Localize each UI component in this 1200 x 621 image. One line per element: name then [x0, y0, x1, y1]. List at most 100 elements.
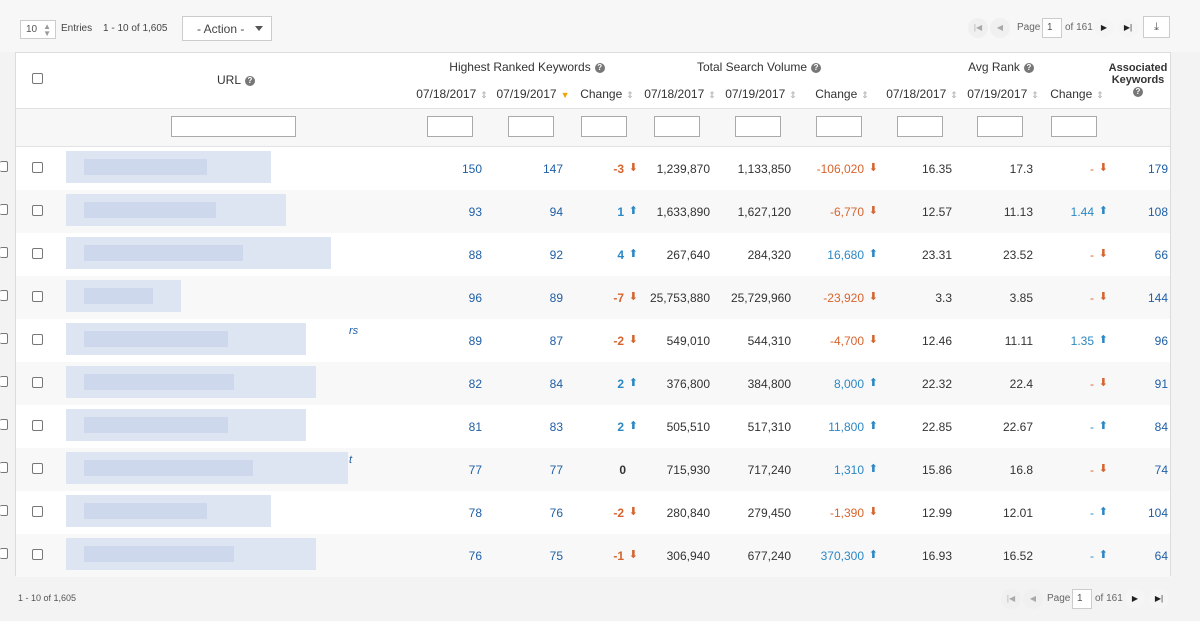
row-checkbox[interactable] — [32, 506, 43, 517]
hr-date2-cell[interactable]: 89 — [549, 291, 563, 305]
hr-date2-cell[interactable]: 87 — [549, 334, 563, 348]
hr-date2-cell[interactable]: 76 — [549, 506, 563, 520]
first-page-icon[interactable]: |◀ — [968, 18, 988, 38]
prev-page-icon[interactable]: ◀ — [1023, 589, 1043, 609]
hr-date1-cell[interactable]: 89 — [468, 334, 482, 348]
hr-date1-cell[interactable]: 76 — [468, 549, 482, 563]
last-page-icon[interactable]: ▶| — [1149, 589, 1169, 609]
page-input[interactable]: 1 — [1042, 18, 1062, 38]
url-filter-input[interactable] — [171, 116, 296, 137]
ar-date1-header[interactable]: 07/18/2017 ⇕ — [884, 87, 960, 101]
url-link[interactable] — [66, 194, 286, 226]
url-link[interactable] — [66, 237, 331, 269]
help-icon[interactable]: ? — [594, 62, 605, 73]
outer-row-checkbox[interactable] — [0, 204, 8, 215]
hr-date2-header[interactable]: 07/19/2017 ▼ — [495, 87, 571, 101]
prev-page-icon[interactable]: ◀ — [990, 18, 1010, 38]
row-checkbox[interactable] — [32, 549, 43, 560]
associated-keywords-cell[interactable]: 64 — [1154, 549, 1168, 563]
table-row[interactable]: 89 87 -2 ⬇ 549,010 544,310 -4,700 ⬇ 12.46 11.11 1.… — [16, 319, 1170, 362]
table-row[interactable]: 77 77 0 715,930 717,240 1,310 ⬆ 15.86 16.8 - ⬇ 74 — [16, 448, 1170, 491]
url-link[interactable] — [66, 538, 316, 570]
hr-date2-cell[interactable]: 147 — [542, 162, 563, 176]
associated-keywords-cell[interactable]: 144 — [1147, 291, 1168, 305]
table-row[interactable]: 82 84 2 ⬆ 376,800 384,800 8,000 ⬆ 22.32 22.4 - ⬇ 91 — [16, 362, 1170, 405]
outer-row-checkbox[interactable] — [0, 419, 8, 430]
outer-row-checkbox[interactable] — [0, 290, 8, 301]
tv-date2-filter[interactable] — [735, 116, 781, 137]
tv-change-filter[interactable] — [816, 116, 862, 137]
hr-date2-cell[interactable]: 77 — [549, 463, 563, 477]
hr-date2-cell[interactable]: 92 — [549, 248, 563, 262]
row-checkbox[interactable] — [32, 162, 43, 173]
hr-date1-filter[interactable] — [427, 116, 473, 137]
row-checkbox[interactable] — [32, 377, 43, 388]
hr-date1-cell[interactable]: 93 — [468, 205, 482, 219]
table-row[interactable]: 150 147 -3 ⬇ 1,239,870 1,133,850 -106,020 ⬇ 16.3… — [16, 147, 1170, 190]
download-button[interactable]: ⤓ — [1143, 16, 1170, 38]
outer-row-checkbox[interactable] — [0, 548, 8, 559]
url-link[interactable] — [66, 452, 348, 484]
table-row[interactable]: 81 83 2 ⬆ 505,510 517,310 11,800 ⬆ 22.85 22.67- ⬆ 8… — [16, 405, 1170, 448]
next-page-icon[interactable]: ▶ — [1125, 589, 1145, 609]
outer-row-checkbox[interactable] — [0, 161, 8, 172]
table-row[interactable]: 96 89 -7 ⬇ 25,753,880 25,729,960 -23,920 ⬇ 3.3 3.… — [16, 276, 1170, 319]
url-header[interactable]: URL? — [196, 73, 276, 87]
associated-keywords-header[interactable]: Associated Keywords ? — [1106, 62, 1170, 98]
page-input[interactable]: 1 — [1072, 589, 1092, 609]
row-checkbox[interactable] — [32, 248, 43, 259]
url-link[interactable] — [66, 323, 306, 355]
table-row[interactable]: 76 75 -1 ⬇ 306,940 677,240 370,300 ⬆ 16.93 16.52 -… — [16, 534, 1170, 577]
hr-date1-cell[interactable]: 96 — [468, 291, 482, 305]
associated-keywords-cell[interactable]: 96 — [1154, 334, 1168, 348]
ar-date1-filter[interactable] — [897, 116, 943, 137]
associated-keywords-cell[interactable]: 74 — [1154, 463, 1168, 477]
hr-date1-cell[interactable]: 88 — [468, 248, 482, 262]
url-link[interactable] — [66, 409, 306, 441]
hr-date1-cell[interactable]: 82 — [468, 377, 482, 391]
table-row[interactable]: 78 76 -2 ⬇ 280,840 279,450 -1,390 ⬇ 12.99 12.01 - ⬆… — [16, 491, 1170, 534]
ar-change-header[interactable]: Change ⇕ — [1047, 87, 1107, 101]
hr-date1-cell[interactable]: 150 — [461, 162, 482, 176]
outer-row-checkbox[interactable] — [0, 505, 8, 516]
hr-date2-cell[interactable]: 75 — [549, 549, 563, 563]
table-row[interactable]: 88 92 4 ⬆ 267,640 284,320 16,680 ⬆ 23.31 23.52 - ⬇ 6… — [16, 233, 1170, 276]
row-checkbox[interactable] — [32, 420, 43, 431]
select-all-checkbox[interactable] — [32, 73, 43, 84]
first-page-icon[interactable]: |◀ — [1001, 589, 1021, 609]
help-icon[interactable]: ? — [1023, 62, 1034, 73]
table-row[interactable]: 93 94 1 ⬆ 1,633,890 1,627,120 -6,770 ⬇ 12.57 11.1… — [16, 190, 1170, 233]
associated-keywords-cell[interactable]: 179 — [1147, 162, 1168, 176]
url-link[interactable] — [66, 280, 181, 312]
row-checkbox[interactable] — [32, 334, 43, 345]
url-link[interactable] — [66, 151, 271, 183]
hr-date2-cell[interactable]: 84 — [549, 377, 563, 391]
outer-row-checkbox[interactable] — [0, 333, 8, 344]
row-checkbox[interactable] — [32, 205, 43, 216]
hr-date1-header[interactable]: 07/18/2017 ⇕ — [414, 87, 490, 101]
hr-date1-cell[interactable]: 77 — [468, 463, 482, 477]
hr-change-filter[interactable] — [581, 116, 627, 137]
help-icon[interactable]: ? — [245, 75, 255, 86]
help-icon[interactable]: ? — [811, 62, 822, 73]
url-fragment[interactable]: t — [349, 454, 353, 466]
tv-change-header[interactable]: Change ⇕ — [812, 87, 872, 101]
outer-row-checkbox[interactable] — [0, 376, 8, 387]
associated-keywords-cell[interactable]: 104 — [1147, 506, 1168, 520]
associated-keywords-cell[interactable]: 108 — [1147, 205, 1168, 219]
ar-date2-filter[interactable] — [977, 116, 1023, 137]
row-checkbox[interactable] — [32, 291, 43, 302]
associated-keywords-cell[interactable]: 91 — [1154, 377, 1168, 391]
hr-change-header[interactable]: Change ⇕ — [577, 87, 637, 101]
entries-per-page-select[interactable]: 10 ▲ ▼ — [20, 20, 56, 39]
outer-row-checkbox[interactable] — [0, 247, 8, 258]
ar-change-filter[interactable] — [1051, 116, 1097, 137]
help-icon[interactable]: ? — [1133, 87, 1143, 98]
outer-row-checkbox[interactable] — [0, 462, 8, 473]
associated-keywords-cell[interactable]: 84 — [1154, 420, 1168, 434]
hr-date2-filter[interactable] — [508, 116, 554, 137]
hr-date2-cell[interactable]: 83 — [549, 420, 563, 434]
last-page-icon[interactable]: ▶| — [1118, 18, 1138, 38]
hr-date1-cell[interactable]: 78 — [468, 506, 482, 520]
url-link[interactable] — [66, 366, 316, 398]
